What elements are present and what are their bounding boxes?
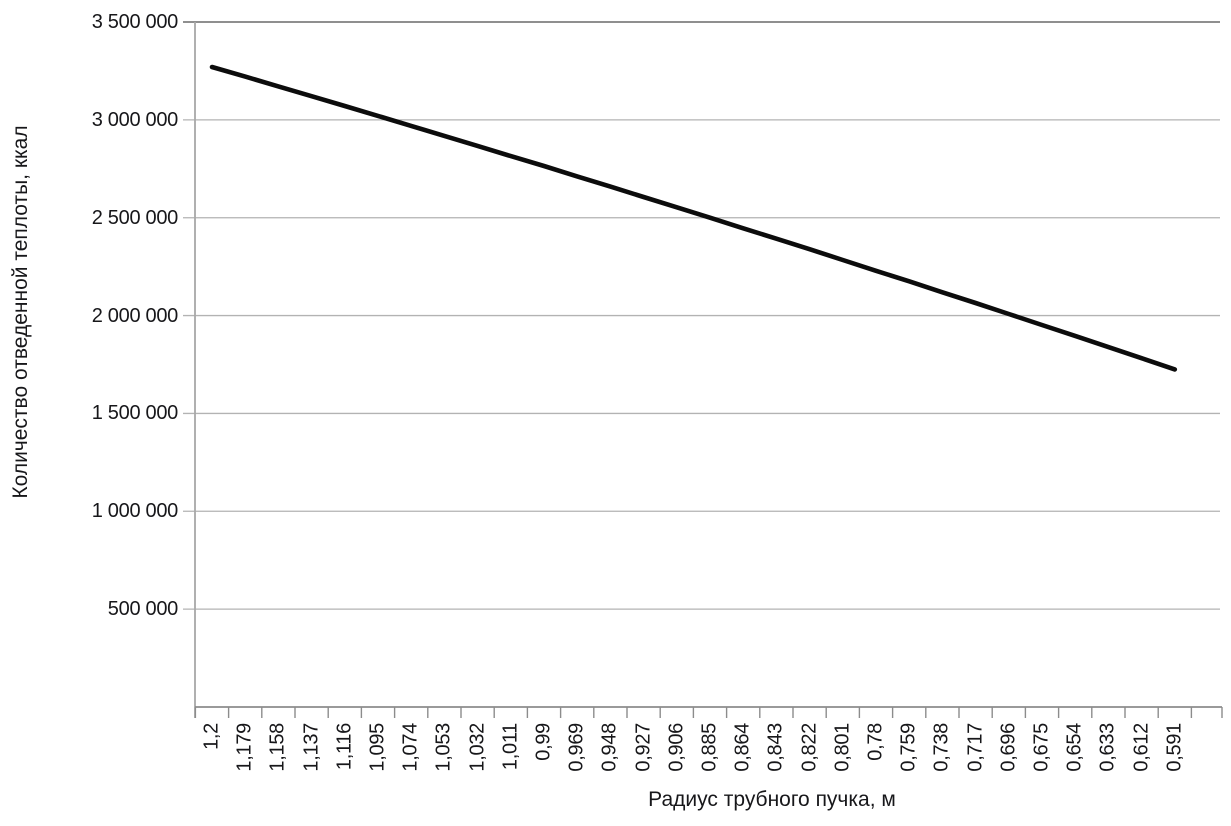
x-tick-label: 1,011 xyxy=(499,723,522,771)
x-tick-label: 0,78 xyxy=(864,723,887,761)
x-tick-label: 0,717 xyxy=(964,723,987,772)
x-tick-label: 0,948 xyxy=(598,723,621,772)
y-tick-label: 2 500 000 xyxy=(91,206,179,229)
x-tick-label: 1,116 xyxy=(333,723,356,771)
x-tick-label: 0,927 xyxy=(632,723,655,772)
x-tick-label: 0,822 xyxy=(798,723,821,772)
x-tick-label: 0,864 xyxy=(731,723,754,772)
x-tick-label: 0,885 xyxy=(698,723,721,772)
x-tick-label: 0,675 xyxy=(1030,723,1053,772)
x-tick-label: 0,654 xyxy=(1063,723,1086,772)
y-tick-label: 3 500 000 xyxy=(91,11,179,33)
x-tick-label: 1,095 xyxy=(366,723,389,772)
x-tick-label: 0,738 xyxy=(930,723,953,772)
x-tick-label: 0,99 xyxy=(532,723,555,761)
y-tick-label: 3 000 000 xyxy=(91,108,179,131)
y-tick-label: 500 000 xyxy=(107,598,179,621)
data-series-line xyxy=(209,64,1178,372)
x-tick-label: 0,633 xyxy=(1096,723,1119,772)
y-tick-label: 1 000 000 xyxy=(91,500,179,523)
x-tick-label: 0,612 xyxy=(1130,723,1153,772)
y-axis-title: Количество отведенной теплоты, ккал xyxy=(9,125,32,499)
x-tick-label: 0,801 xyxy=(831,723,854,772)
x-tick-label: 0,759 xyxy=(897,723,920,772)
x-tick-label: 0,696 xyxy=(997,723,1020,772)
x-axis-title: Радиус трубного пучка, м xyxy=(648,788,896,811)
x-tick-label: 0,843 xyxy=(764,723,787,772)
x-tick-label: 0,969 xyxy=(565,723,588,772)
x-tick-label: 1,158 xyxy=(266,723,289,772)
y-tick-label: 2 000 000 xyxy=(91,304,179,327)
x-tick-label: 1,032 xyxy=(466,723,489,772)
x-tick-label: 1,053 xyxy=(432,723,455,772)
x-tick-label: 0,906 xyxy=(665,723,688,772)
x-tick-label: 1,137 xyxy=(300,723,323,772)
x-tick-label: 0,591 xyxy=(1163,723,1186,772)
x-tick-label: 1,179 xyxy=(233,723,256,772)
x-tick-label: 1,2 xyxy=(200,723,223,750)
x-tick-label: 1,074 xyxy=(399,723,422,772)
y-tick-label: 1 500 000 xyxy=(91,402,179,425)
